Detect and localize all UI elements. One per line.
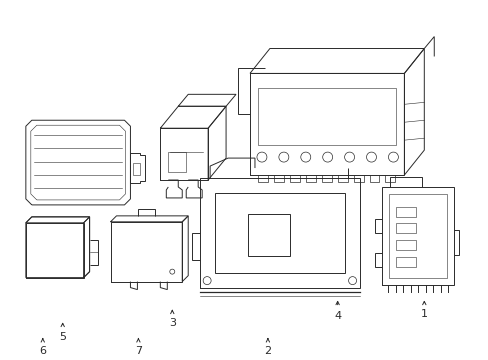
Text: 2: 2 — [264, 346, 271, 356]
Text: 4: 4 — [333, 311, 341, 321]
Bar — [258, 88, 396, 145]
Bar — [133, 163, 140, 175]
Bar — [215, 193, 344, 273]
Bar — [396, 257, 415, 267]
Text: 1: 1 — [420, 310, 427, 319]
Text: 5: 5 — [59, 332, 66, 342]
Bar — [247, 214, 289, 256]
Bar — [396, 223, 415, 233]
Text: 3: 3 — [168, 318, 175, 328]
Bar — [396, 207, 415, 217]
Bar — [396, 240, 415, 250]
Bar — [388, 194, 447, 278]
Bar — [168, 152, 186, 172]
Text: 7: 7 — [135, 346, 142, 356]
Text: 6: 6 — [39, 346, 46, 356]
